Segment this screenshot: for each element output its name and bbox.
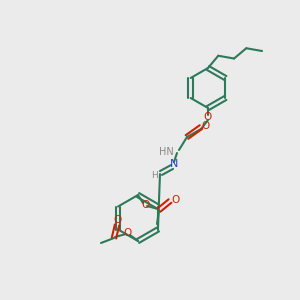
Text: H: H (151, 172, 158, 181)
Text: O: O (171, 195, 179, 205)
Text: O: O (141, 200, 149, 210)
Text: O: O (124, 228, 132, 238)
Text: O: O (114, 215, 122, 225)
Text: N: N (170, 159, 178, 169)
Text: O: O (204, 112, 212, 122)
Text: HN: HN (159, 147, 174, 157)
Text: O: O (202, 121, 210, 131)
